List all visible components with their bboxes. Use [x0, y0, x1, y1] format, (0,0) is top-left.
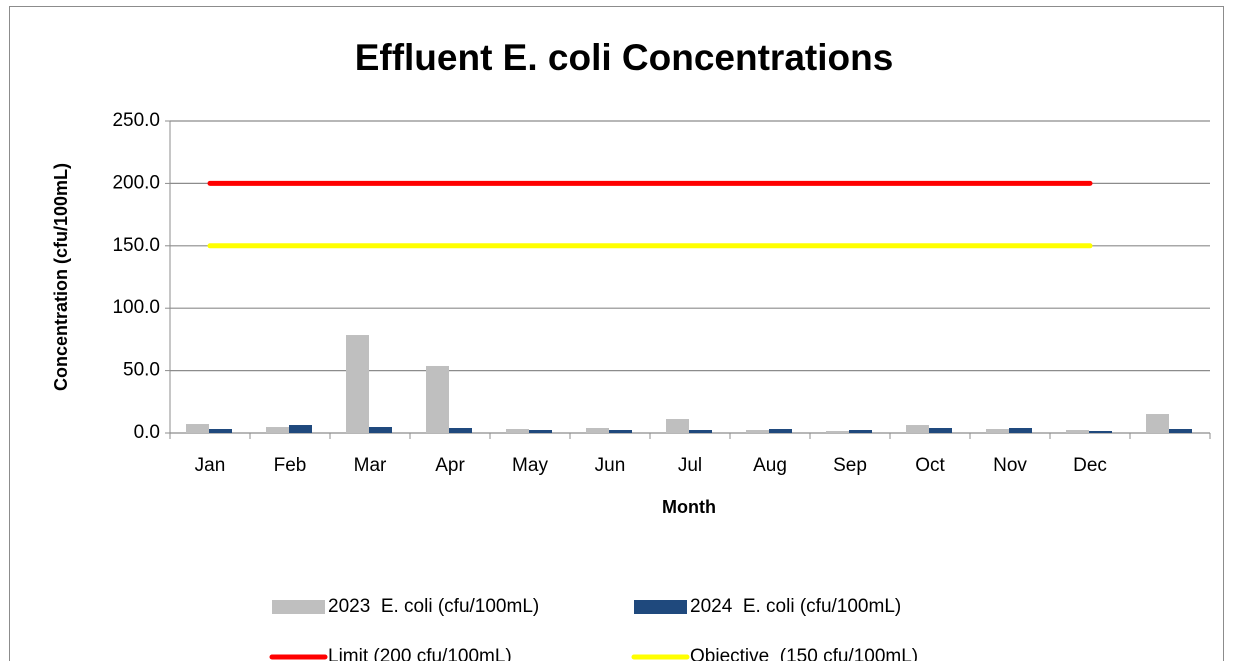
x-axis-title: Month — [662, 497, 716, 517]
legend-swatch — [272, 600, 325, 614]
x-tick-label: Feb — [274, 455, 307, 476]
bar — [1089, 431, 1112, 433]
y-axis-title: Concentration (cfu/100mL) — [51, 163, 71, 391]
legend-swatch — [634, 600, 687, 614]
bar — [1066, 430, 1089, 433]
legend-label: Objective (150 cfu/100mL) — [690, 646, 918, 661]
bar — [346, 335, 369, 433]
bar — [906, 425, 929, 433]
bar — [186, 424, 209, 433]
bar — [506, 429, 529, 433]
x-tick-label: Apr — [435, 455, 465, 476]
legend-label: 2023 E. coli (cfu/100mL) — [328, 596, 539, 617]
chart-title: Effluent E. coli Concentrations — [355, 37, 894, 78]
x-tick-label: May — [512, 455, 548, 476]
x-tick-label: Jul — [678, 455, 702, 476]
bar — [849, 430, 872, 433]
bar — [769, 429, 792, 433]
y-tick-label: 250.0 — [112, 110, 160, 131]
x-tick-label: Sep — [833, 455, 867, 476]
y-tick-label: 100.0 — [112, 297, 160, 318]
x-tick-label: Dec — [1073, 455, 1107, 476]
bar — [826, 431, 849, 433]
bar — [1169, 429, 1192, 433]
y-tick-label: 150.0 — [112, 235, 160, 256]
bar — [1146, 414, 1169, 433]
bar — [289, 425, 312, 433]
x-tick-label: Jun — [595, 455, 626, 476]
bar — [426, 365, 449, 433]
bar — [689, 430, 712, 433]
y-tick-label: 0.0 — [134, 422, 160, 443]
bar — [209, 429, 232, 433]
x-tick-label: Jan — [195, 455, 226, 476]
x-tick-label: Aug — [753, 455, 787, 476]
bar — [266, 427, 289, 433]
x-tick-label: Nov — [993, 455, 1027, 476]
y-tick-label: 50.0 — [123, 360, 160, 381]
x-tick-label: Mar — [354, 455, 387, 476]
bar — [666, 419, 689, 433]
chart-border — [9, 6, 1224, 661]
bar — [746, 430, 769, 433]
bar — [1009, 428, 1032, 433]
x-tick-label: Oct — [915, 455, 945, 476]
bar — [529, 430, 552, 433]
legend-label: 2024 E. coli (cfu/100mL) — [690, 596, 901, 617]
legend-label: Limit (200 cfu/100mL) — [328, 646, 512, 661]
bar — [986, 429, 1009, 433]
bar — [929, 428, 952, 433]
bar — [609, 430, 632, 433]
bar — [369, 427, 392, 433]
bar — [449, 428, 472, 433]
y-tick-label: 200.0 — [112, 172, 160, 193]
bar — [586, 428, 609, 433]
